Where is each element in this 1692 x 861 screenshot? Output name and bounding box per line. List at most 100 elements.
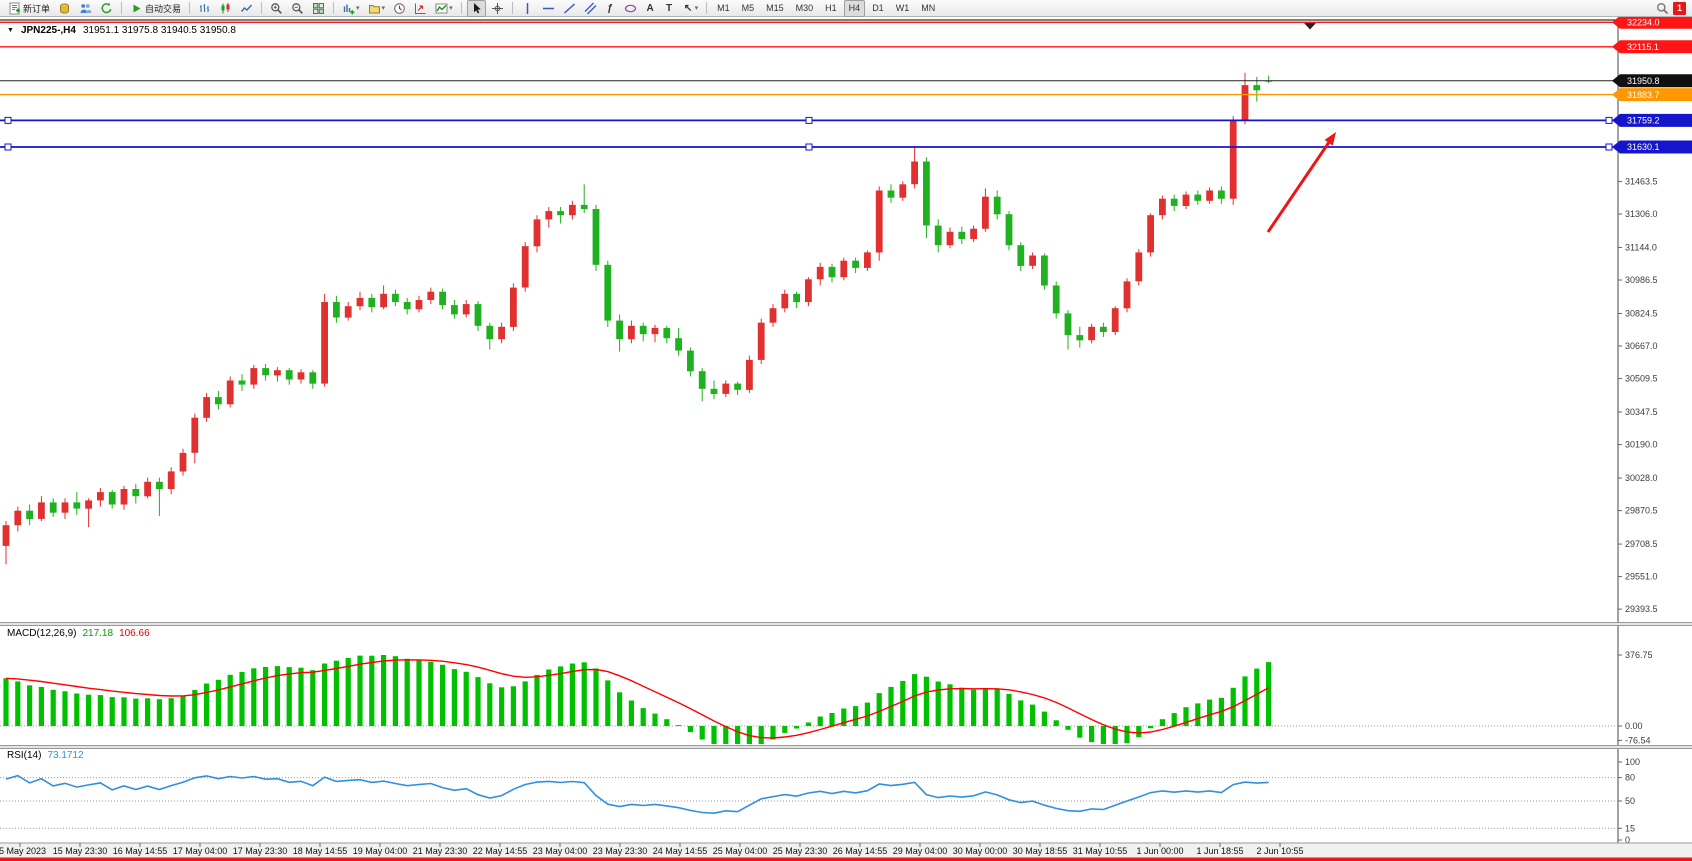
macd-histogram-bar (1053, 720, 1059, 726)
horizontal-line-tool-button[interactable] (539, 0, 558, 17)
shapes-tool-button[interactable] (621, 0, 640, 17)
collapse-marker-icon[interactable]: ▼ (7, 27, 14, 34)
panel-separator[interactable] (0, 622, 1692, 626)
line-selection-handle[interactable] (1605, 143, 1613, 151)
new-chart-button[interactable]: ▾ (339, 0, 363, 17)
crosshair-tool-button[interactable] (488, 0, 507, 17)
candle-body (934, 225, 942, 246)
line-selection-handle[interactable] (4, 143, 12, 151)
history-button[interactable] (55, 0, 74, 17)
candle-body (238, 380, 246, 385)
macd-histogram-bar (534, 674, 540, 726)
autotrade-button[interactable]: 自动交易 (127, 0, 184, 17)
tile-windows-button[interactable] (309, 0, 328, 17)
text-tool-button[interactable]: A (642, 0, 659, 17)
time-axis-label: 24 May 14:55 (653, 846, 708, 856)
macd-histogram-bar (510, 686, 516, 726)
chart-shift-button[interactable] (411, 0, 430, 17)
vertical-line-tool-button[interactable] (518, 0, 537, 17)
candlestick-mode-button[interactable] (216, 0, 235, 17)
cursor-tool-button[interactable] (466, 0, 486, 17)
candle-body (982, 196, 989, 229)
candle-body (2, 525, 10, 546)
fibonacci-tool-button[interactable]: ƒ (602, 0, 619, 17)
zoom-in-button[interactable] (267, 0, 286, 17)
rsi-axis-label: 50 (1625, 796, 1635, 806)
trendline-tool-button[interactable] (560, 0, 579, 17)
line-selection-handle[interactable] (4, 116, 12, 124)
profiles-button[interactable]: ▾ (365, 0, 389, 17)
new-order-button[interactable]: 新订单 (5, 0, 53, 17)
macd-histogram-bar (1159, 719, 1165, 726)
timeframe-button-m15[interactable]: M15 (766, 3, 784, 13)
time-axis-label: 16 May 14:55 (113, 846, 168, 856)
macd-histogram-bar (416, 660, 422, 726)
candle-body (61, 502, 69, 513)
annotation-arrow-head[interactable] (1324, 132, 1336, 146)
price-badge-label: 31950.8 (1627, 76, 1660, 86)
clock-button[interactable] (390, 0, 409, 17)
macd-histogram-bar (687, 726, 693, 733)
candle-body (1017, 245, 1025, 266)
candle-body (309, 372, 317, 384)
timeframe-button-h1[interactable]: H1 (825, 3, 837, 13)
channel-tool-button[interactable] (581, 0, 600, 17)
timeframe-button-m5[interactable]: M5 (741, 3, 755, 13)
macd-histogram-bar (38, 686, 44, 726)
candle-body (144, 481, 151, 497)
line-chart-mode-button[interactable] (237, 0, 256, 17)
candle-body (710, 388, 718, 394)
timeframe-button-h4[interactable]: H4 (843, 0, 866, 17)
timeframe-button-m1[interactable]: M1 (717, 3, 730, 13)
macd-histogram-bar (935, 681, 941, 726)
panel-separator[interactable] (0, 745, 1692, 749)
line-selection-handle[interactable] (805, 143, 813, 151)
candle-body (250, 368, 258, 385)
candle-body (1005, 214, 1013, 246)
arrows-tool-button[interactable]: ↖ ▾ (680, 0, 702, 17)
time-axis-label: 23 May 23:30 (593, 846, 648, 856)
accounts-button[interactable] (76, 0, 95, 17)
macd-histogram-bar (1136, 726, 1142, 738)
candle-body (1253, 85, 1261, 91)
macd-histogram-bar (652, 713, 658, 726)
candle-body (852, 260, 859, 268)
timeframe-button-d1[interactable]: D1 (872, 3, 884, 13)
chart-shift-marker[interactable] (1304, 23, 1316, 30)
timeframe-button-m30[interactable]: M30 (795, 3, 814, 13)
label-tool-icon: T (666, 2, 673, 14)
notification-badge[interactable]: 1 (1673, 1, 1686, 15)
macd-histogram-bar (145, 698, 151, 726)
candle-body (521, 246, 529, 288)
macd-histogram-bar (133, 698, 139, 726)
zoom-out-button[interactable] (288, 0, 307, 17)
macd-histogram-bar (723, 726, 729, 744)
refresh-button[interactable] (97, 0, 116, 17)
rsi-axis-label: 0 (1625, 835, 1630, 845)
candle-body (864, 252, 871, 268)
indicators-button[interactable]: ▾ (432, 0, 456, 17)
macd-histogram-bar (310, 670, 316, 726)
macd-histogram-bar (3, 678, 9, 726)
timeframe-button-w1[interactable]: W1 (895, 3, 910, 13)
timeframe-button-mn[interactable]: MN (921, 3, 936, 13)
candle-body (958, 231, 966, 239)
candle-body (628, 325, 635, 340)
candle-body (1218, 190, 1225, 199)
macd-histogram-bar (440, 664, 446, 726)
bar-chart-mode-button[interactable] (195, 0, 214, 17)
annotation-arrow-shaft[interactable] (1266, 136, 1334, 233)
line-selection-handle[interactable] (1605, 116, 1613, 124)
macd-axis-label: 0.00 (1625, 721, 1643, 731)
candle-body (734, 383, 741, 390)
time-axis-strip[interactable] (0, 843, 1692, 858)
search-icon[interactable] (1656, 2, 1669, 15)
chart-ohlc-header: ▼ JPN225-,H4 31951.1 31975.8 31940.5 319… (7, 25, 236, 36)
line-selection-handle[interactable] (805, 116, 813, 124)
candle-body (73, 502, 81, 509)
zoom-out-icon (292, 2, 303, 14)
macd-histogram-bar (676, 725, 682, 726)
label-tool-button[interactable]: T (661, 0, 678, 17)
